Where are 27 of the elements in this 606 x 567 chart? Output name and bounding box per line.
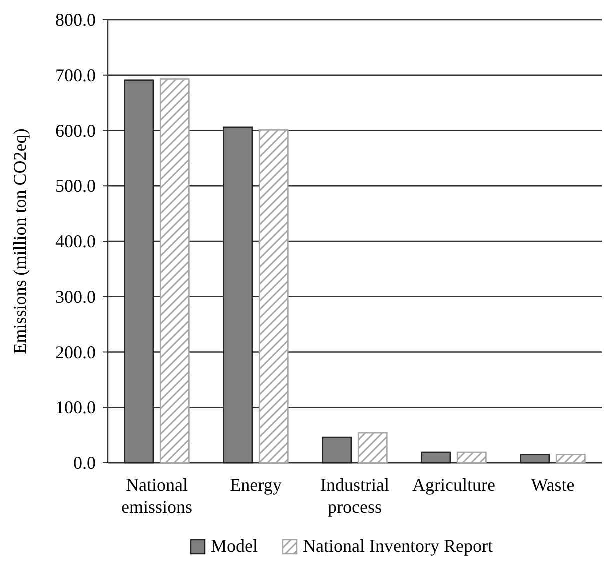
- bar: [456, 452, 487, 464]
- x-tick-label: Agriculture: [412, 475, 496, 495]
- y-tick-label: 500.0: [56, 176, 96, 196]
- y-tick-label: 600.0: [56, 120, 96, 141]
- legend-label: National Inventory Report: [303, 536, 493, 556]
- bar: [160, 78, 190, 464]
- legend-label: Model: [211, 536, 258, 556]
- y-tick-label: 300.0: [56, 286, 96, 307]
- x-tick-label: Waste: [531, 475, 575, 495]
- y-tick-label: 0.0: [74, 453, 96, 473]
- bar: [358, 432, 388, 464]
- bar: [556, 454, 586, 464]
- bar: [322, 436, 352, 464]
- y-axis-title: Emissions (million ton CO2eq): [10, 128, 30, 354]
- bar: [421, 452, 452, 464]
- y-tick-label: 100.0: [56, 398, 96, 418]
- y-tick-label: 200.0: [56, 342, 96, 362]
- y-tick-label: 700.0: [56, 65, 96, 86]
- x-tick-label: Industrial process: [320, 475, 390, 517]
- y-tick-label: 800.0: [56, 10, 96, 30]
- x-tick-label: National emissions: [121, 475, 193, 517]
- bar: [124, 80, 154, 464]
- bar: [520, 454, 550, 464]
- y-tick-label: 400.0: [56, 232, 96, 252]
- bar: [223, 126, 254, 464]
- x-tick-label: Energy: [230, 475, 282, 495]
- bar: [258, 130, 289, 464]
